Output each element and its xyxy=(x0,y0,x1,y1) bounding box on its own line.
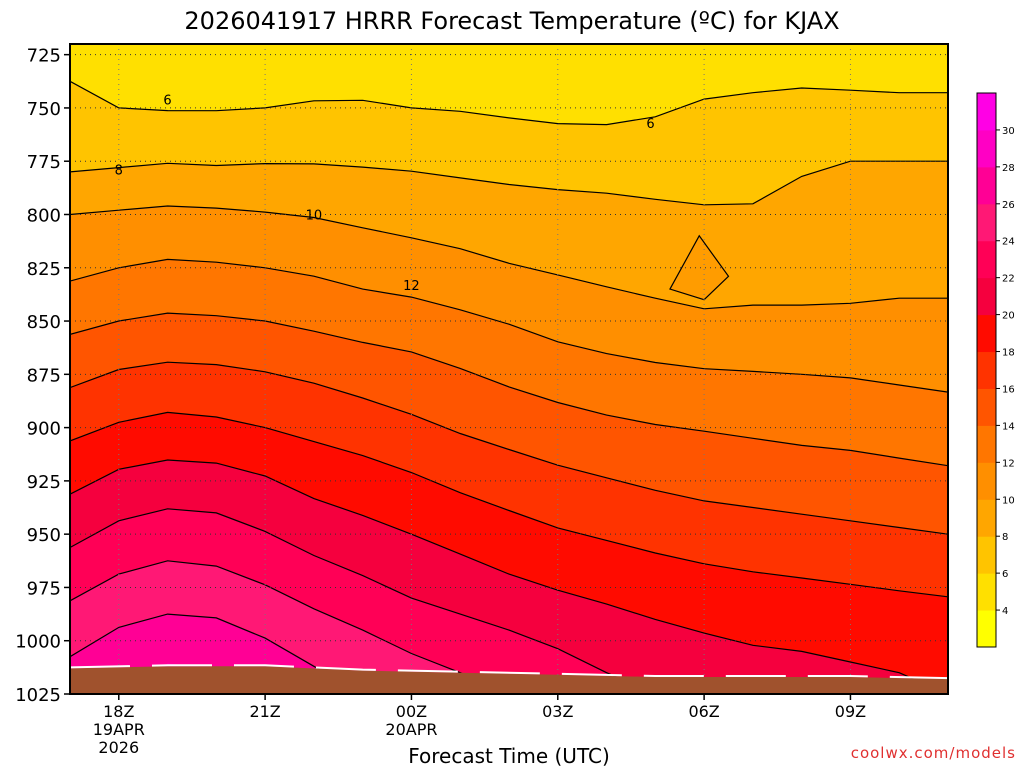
pressure-axis: 725 750 775 800 825 850 875 900 925 950 975 1000 102… xyxy=(15,46,70,706)
isotherm-26 xyxy=(70,613,948,694)
y-tick-label-900: 900 xyxy=(27,419,61,440)
colorbar-swatch-22 xyxy=(977,240,996,279)
y-tick-label-825: 825 xyxy=(27,259,61,280)
colorbar-label-8: 8 xyxy=(1002,532,1008,543)
colorbar-label-6: 6 xyxy=(1002,569,1008,580)
isotherm-18 xyxy=(70,411,948,598)
x-tick-date-00Z: 20APR xyxy=(385,720,437,739)
colorbar-label-16: 16 xyxy=(1002,384,1015,395)
isotherm-12 xyxy=(70,258,948,393)
x-tick-label-21Z: 21Z xyxy=(249,702,280,721)
surface-line xyxy=(70,664,948,680)
colorbar-label-22: 22 xyxy=(1002,274,1015,285)
chart-title: 2026041917 HRRR Forecast Temperature (ºC… xyxy=(184,7,839,35)
ground-surface xyxy=(70,666,948,694)
y-tick-label-775: 775 xyxy=(27,152,61,173)
colorbar-swatch-24 xyxy=(977,203,996,242)
contour-label-12: 12 xyxy=(403,279,420,294)
contour-label-10: 10 xyxy=(306,208,323,223)
temperature-fills xyxy=(70,44,948,694)
x-tick-date-18Z: 19APR xyxy=(93,720,145,739)
y-tick-label-1025: 1025 xyxy=(15,685,61,706)
colorbar-label-26: 26 xyxy=(1002,200,1015,211)
y-tick-label-975: 975 xyxy=(27,578,61,599)
isotherm-20 xyxy=(70,459,948,694)
x-tick-label-06Z: 06Z xyxy=(688,702,719,721)
colorbar-swatch-12 xyxy=(977,425,996,463)
grid-lines xyxy=(70,44,948,694)
x-tick-label-18Z: 18Z xyxy=(103,702,134,721)
isotherm-contours xyxy=(70,80,948,694)
colorbar-label-12: 12 xyxy=(1002,458,1015,469)
colorbar-swatch-2 xyxy=(977,610,996,648)
y-tick-label-925: 925 xyxy=(27,472,61,493)
colorbar-label-20: 20 xyxy=(1002,311,1015,322)
colorbar-swatch-26 xyxy=(977,166,996,205)
colorbar-swatch-20 xyxy=(977,277,996,316)
colorbar-label-18: 18 xyxy=(1002,348,1015,359)
y-tick-label-1000: 1000 xyxy=(15,632,61,653)
isotherm-6 xyxy=(70,80,948,126)
ground-below-surface xyxy=(70,664,948,694)
isotherm-16 xyxy=(70,361,948,535)
x-tick-label-09Z: 09Z xyxy=(835,702,866,721)
plot-frame xyxy=(69,43,949,695)
colorbar-swatch-28 xyxy=(977,129,996,168)
colorbar-frame xyxy=(976,92,997,648)
isotherm-24 xyxy=(70,560,948,694)
colorbar-label-14: 14 xyxy=(1002,421,1015,432)
y-tick-label-750: 750 xyxy=(27,99,61,120)
colorbar-swatch-30 xyxy=(977,93,996,131)
isotherm-labels: 6 6 8 10 12 xyxy=(115,93,655,294)
plot-area: 6 6 8 10 12 xyxy=(70,44,948,694)
colorbar-swatch-6 xyxy=(977,536,996,574)
colorbar-label-4: 4 xyxy=(1002,606,1008,617)
y-tick-label-800: 800 xyxy=(27,205,61,226)
colorbar-label-10: 10 xyxy=(1002,495,1015,506)
y-tick-label-725: 725 xyxy=(27,46,61,67)
colorbar-label-28: 28 xyxy=(1002,163,1015,174)
contour-label-8: 8 xyxy=(115,164,123,179)
isotherm-8 xyxy=(70,160,948,206)
x-tick-year-18Z: 2026 xyxy=(98,738,139,757)
contour-label-6: 6 xyxy=(646,117,654,132)
y-tick-label-950: 950 xyxy=(27,525,61,546)
isotherm-closed-10 xyxy=(669,234,730,301)
colorbar-swatch-14 xyxy=(977,388,996,426)
colorbar-swatch-16 xyxy=(977,351,996,389)
colorbar: 4 6 8 10 12 14 16 18 20 22 24 26 28 30 xyxy=(976,92,1015,648)
colorbar-label-30: 30 xyxy=(1002,126,1015,137)
x-tick-label-03Z: 03Z xyxy=(542,702,573,721)
colorbar-swatch-10 xyxy=(977,462,996,500)
x-axis-label: Forecast Time (UTC) xyxy=(408,744,610,768)
colorbar-swatch-18 xyxy=(977,314,996,353)
x-tick-label-00Z: 00Z xyxy=(396,702,427,721)
isotherm-14 xyxy=(70,312,948,467)
credit-text[interactable]: coolwx.com/models xyxy=(851,744,1016,762)
y-tick-label-875: 875 xyxy=(27,365,61,386)
colorbar-swatch-8 xyxy=(977,499,996,537)
isotherm-10 xyxy=(70,205,948,310)
y-tick-label-850: 850 xyxy=(27,312,61,333)
colorbar-label-24: 24 xyxy=(1002,237,1015,248)
contour-label-6: 6 xyxy=(163,93,171,108)
colorbar-swatch-4 xyxy=(977,573,996,611)
isotherm-22 xyxy=(70,508,948,694)
